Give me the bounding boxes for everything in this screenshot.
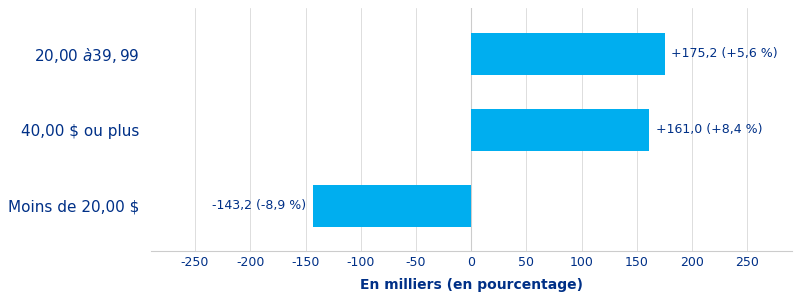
Bar bbox=[471, 109, 649, 151]
X-axis label: En milliers (en pourcentage): En milliers (en pourcentage) bbox=[360, 278, 582, 292]
Bar bbox=[313, 185, 471, 227]
Text: -143,2 (-8,9 %): -143,2 (-8,9 %) bbox=[212, 200, 306, 212]
Bar bbox=[471, 33, 665, 75]
Text: +161,0 (+8,4 %): +161,0 (+8,4 %) bbox=[656, 123, 762, 136]
Text: +175,2 (+5,6 %): +175,2 (+5,6 %) bbox=[671, 47, 778, 60]
